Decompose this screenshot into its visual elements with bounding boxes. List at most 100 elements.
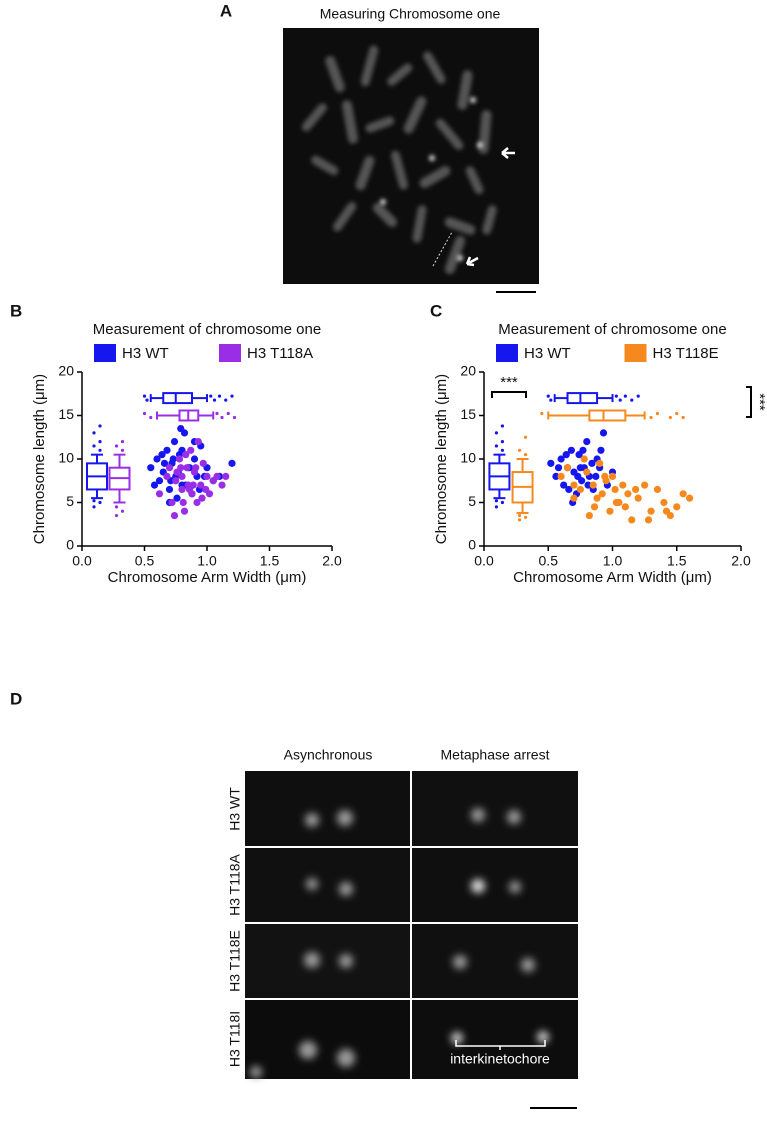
y-axis-label: Chromosome length (μm): [31, 374, 48, 544]
outlier: [517, 513, 522, 518]
x-tick-label: 1.0: [603, 553, 623, 569]
outlier: [546, 394, 550, 398]
outlier: [142, 411, 147, 416]
outlier: [523, 453, 528, 457]
data-point: [172, 477, 180, 485]
x-axis-label: Chromosome Arm Width (μm): [108, 569, 307, 586]
outlier: [232, 415, 237, 420]
data-point: [583, 438, 591, 446]
outlier: [517, 518, 522, 522]
data-point: [199, 459, 207, 467]
data-point: [228, 459, 236, 467]
outlier: [681, 415, 685, 420]
data-point: [163, 472, 171, 480]
outlier: [149, 415, 153, 420]
data-point: [634, 494, 642, 502]
data-point: [202, 485, 210, 494]
data-point: [585, 511, 593, 520]
data-point: [155, 490, 164, 498]
data-point: [547, 459, 555, 467]
outlier: [614, 394, 618, 398]
outlier: [630, 398, 634, 402]
data-point: [611, 485, 619, 494]
data-point: [180, 507, 189, 515]
data-point: [570, 494, 578, 502]
data-point: [150, 481, 159, 489]
data-point: [197, 481, 205, 489]
data-point: [588, 459, 596, 467]
data-point: [580, 455, 588, 463]
legend-swatch: [94, 344, 116, 362]
significance-label: ***: [751, 393, 767, 411]
outlier: [618, 398, 622, 402]
data-point: [608, 472, 617, 480]
x-tick-label: 1.0: [197, 553, 217, 569]
y-axis-label: Chromosome length (μm): [433, 374, 450, 544]
outlier: [649, 415, 653, 420]
outlier: [98, 500, 102, 505]
data-point: [619, 481, 627, 489]
data-point: [632, 485, 640, 494]
panel-title: Measuring Chromosome one: [320, 6, 501, 22]
box: [588, 409, 627, 422]
data-point: [193, 498, 201, 507]
outlier: [500, 500, 505, 505]
outlier: [212, 398, 217, 402]
outlier: [120, 509, 125, 513]
row-label: H3 T118A: [227, 853, 243, 915]
outlier: [220, 415, 224, 420]
data-point: [178, 485, 186, 494]
significance-bracket: [746, 386, 752, 418]
outlier: [494, 431, 499, 435]
data-point: [189, 481, 197, 489]
data-point: [624, 490, 632, 498]
outlier: [540, 411, 544, 416]
x-tick-label: 2.0: [731, 553, 751, 569]
data-point: [583, 468, 591, 476]
data-point: [165, 464, 174, 472]
legend-swatch: [496, 344, 518, 362]
data-point: [554, 464, 563, 472]
outlier: [494, 499, 499, 503]
data-point: [597, 446, 605, 454]
data-point: [628, 516, 636, 524]
y-tick-label: 5: [66, 493, 74, 509]
data-point: [565, 485, 573, 494]
data-point: [598, 490, 606, 498]
data-point: [599, 429, 608, 437]
y-tick-label: 5: [468, 493, 476, 509]
x-tick-label: 1.5: [260, 553, 280, 569]
x-tick-label: 0.0: [474, 553, 494, 569]
data-point: [557, 455, 565, 463]
x-tick-label: 0.0: [72, 553, 92, 569]
data-point: [562, 451, 570, 459]
data-point: [579, 446, 587, 454]
outlier: [675, 411, 679, 416]
outlier: [523, 435, 528, 439]
data-point: [182, 451, 190, 459]
data-point: [589, 481, 597, 489]
data-point: [662, 507, 671, 515]
data-point: [606, 507, 614, 515]
outlier: [549, 398, 553, 402]
legend-swatch: [219, 344, 241, 362]
outlier: [92, 505, 96, 509]
data-point: [153, 455, 161, 463]
outlier: [655, 411, 660, 416]
data-point: [557, 472, 565, 480]
outlier: [494, 505, 499, 509]
data-point: [686, 494, 694, 502]
annotation: interkinetochore: [450, 1051, 550, 1067]
data-point: [641, 481, 649, 489]
column-header: Asynchronous: [284, 747, 373, 763]
legend-label: H3 T118E: [653, 345, 719, 362]
outlier: [500, 424, 505, 428]
data-point: [673, 503, 681, 511]
data-point: [653, 485, 662, 494]
y-tick-label: 15: [460, 406, 476, 422]
data-point: [168, 498, 176, 507]
data-point: [576, 485, 584, 494]
significance-bracket: [491, 391, 527, 398]
data-point: [169, 455, 177, 463]
panel-label: A: [220, 1, 232, 20]
